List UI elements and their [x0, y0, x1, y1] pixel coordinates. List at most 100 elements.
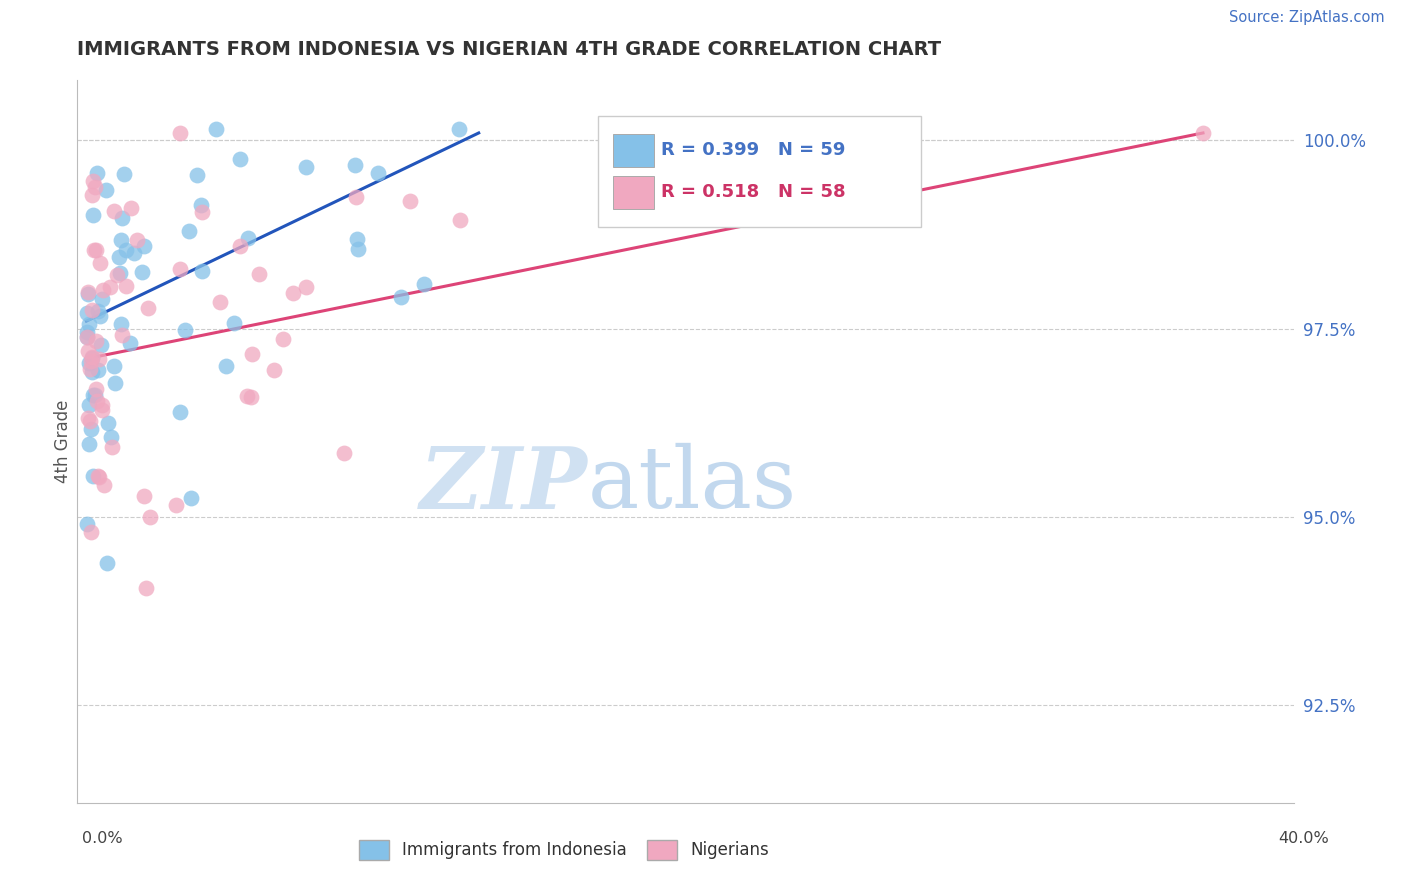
Point [263, 363, 285, 377]
Point [79, 414, 101, 428]
Point [103, 359, 125, 373]
Point [240, 347, 263, 361]
Point [132, 489, 155, 503]
Text: IMMIGRANTS FROM INDONESIA VS NIGERIAN 4TH GRADE CORRELATION CHART: IMMIGRANTS FROM INDONESIA VS NIGERIAN 4T… [77, 40, 942, 59]
Point [91, 283, 114, 297]
Text: atlas: atlas [588, 443, 797, 526]
Point [111, 327, 134, 342]
Point [344, 190, 367, 204]
Point [111, 211, 134, 226]
Point [79, 437, 101, 451]
Point [79, 362, 101, 376]
Legend: Immigrants from Indonesia, Nigerians: Immigrants from Indonesia, Nigerians [352, 833, 776, 867]
Point [82, 174, 104, 188]
Point [236, 231, 259, 245]
Point [80, 303, 103, 318]
Point [77, 356, 100, 370]
Y-axis label: 4th Grade: 4th Grade [53, 400, 72, 483]
Point [120, 201, 142, 215]
Point [82, 188, 104, 202]
Point [169, 126, 191, 140]
Point [367, 166, 389, 180]
Point [82, 388, 104, 402]
Point [80, 351, 103, 365]
Point [391, 290, 413, 304]
Point [138, 509, 160, 524]
Point [77, 317, 100, 331]
Point [76, 343, 98, 358]
Point [84, 388, 107, 402]
Point [108, 250, 131, 264]
Point [449, 212, 471, 227]
Point [83, 243, 105, 257]
Point [80, 354, 103, 368]
Point [76, 326, 98, 340]
Point [105, 268, 128, 283]
Point [98, 279, 121, 293]
Point [134, 239, 156, 253]
Point [205, 122, 228, 136]
Point [180, 491, 202, 505]
Point [90, 338, 112, 352]
Point [346, 242, 368, 256]
Point [110, 317, 132, 331]
Point [398, 194, 420, 209]
Point [236, 388, 259, 402]
Point [87, 351, 110, 366]
Point [173, 323, 195, 337]
Point [101, 440, 124, 454]
Point [89, 309, 111, 323]
Point [77, 286, 100, 301]
Point [84, 334, 107, 348]
Point [82, 208, 104, 222]
Point [94, 183, 117, 197]
Point [135, 582, 157, 596]
Point [294, 280, 316, 294]
Point [82, 469, 104, 483]
Text: R = 0.399   N = 59: R = 0.399 N = 59 [661, 141, 845, 159]
Point [165, 499, 187, 513]
Point [103, 204, 125, 219]
Point [229, 239, 252, 253]
Point [80, 351, 103, 365]
Point [447, 122, 470, 136]
Point [191, 205, 214, 219]
Point [125, 233, 148, 247]
Point [96, 556, 118, 570]
Point [103, 376, 125, 390]
Point [76, 306, 98, 320]
Point [413, 277, 436, 291]
Point [76, 285, 98, 300]
Point [1192, 126, 1215, 140]
Point [186, 168, 208, 182]
Point [83, 180, 105, 194]
Point [87, 469, 110, 483]
Point [86, 363, 108, 377]
Point [108, 266, 131, 280]
Point [294, 161, 316, 175]
Point [169, 261, 191, 276]
Point [77, 410, 100, 425]
Text: 40.0%: 40.0% [1278, 831, 1329, 846]
Point [84, 243, 107, 257]
Point [240, 390, 263, 404]
Point [215, 359, 238, 373]
Point [91, 398, 114, 412]
Point [112, 167, 135, 181]
Text: R = 0.518   N = 58: R = 0.518 N = 58 [661, 183, 845, 201]
Point [247, 267, 270, 281]
Text: ZIP: ZIP [420, 443, 588, 526]
Point [76, 517, 98, 532]
Point [86, 166, 108, 180]
Point [344, 157, 367, 171]
Point [80, 525, 103, 540]
Point [89, 255, 111, 269]
Point [97, 416, 120, 430]
Point [118, 336, 141, 351]
Point [115, 243, 138, 257]
Point [114, 279, 136, 293]
Point [87, 469, 110, 483]
Point [131, 265, 153, 279]
Point [93, 477, 115, 491]
Point [179, 224, 201, 238]
